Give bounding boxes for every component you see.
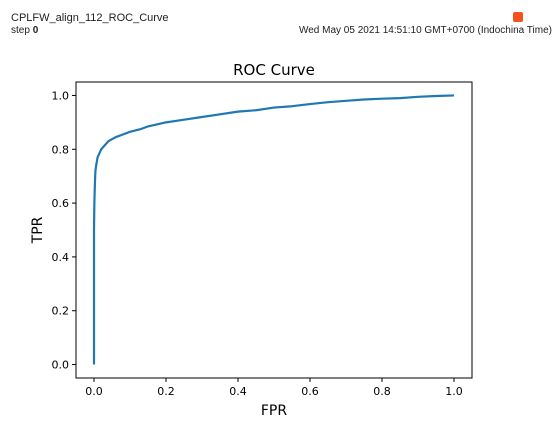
x-tick-label: 0.0 bbox=[85, 385, 103, 398]
x-tick-label: 0.4 bbox=[229, 385, 247, 398]
x-tick-label: 0.8 bbox=[373, 385, 391, 398]
run-title: CPLFW_align_112_ROC_Curve bbox=[11, 12, 169, 24]
y-tick-label: 1.0 bbox=[52, 89, 70, 102]
y-tick-label: 0.6 bbox=[52, 197, 70, 210]
y-tick-label: 0.4 bbox=[52, 251, 70, 264]
step-value: 0 bbox=[32, 25, 39, 36]
x-axis-label: FPR bbox=[261, 403, 287, 419]
pin-icon[interactable] bbox=[513, 12, 523, 22]
chart-title: ROC Curve bbox=[233, 61, 315, 79]
timestamp: Wed May 05 2021 14:51:10 GMT+0700 (Indoc… bbox=[298, 25, 552, 36]
step-line: step 0 bbox=[11, 25, 38, 36]
x-axis-ticks: 0.0 0.2 0.4 0.6 0.8 1.0 bbox=[85, 378, 463, 398]
x-tick-label: 1.0 bbox=[445, 385, 463, 398]
y-axis-ticks: 0.0 0.2 0.4 0.6 0.8 1.0 bbox=[52, 89, 76, 372]
roc-curve-line bbox=[92, 94, 455, 365]
roc-chart: ROC Curve 0.0 0.2 0.4 0.6 0.8 1.0 0.00.20.40.… bbox=[30, 61, 473, 419]
step-label: step bbox=[11, 25, 30, 36]
x-tick-label: 0.6 bbox=[301, 385, 319, 398]
y-tick-label: 0.8 bbox=[52, 143, 70, 156]
y-axis-label: TPR bbox=[30, 216, 46, 244]
x-tick-label: 0.2 bbox=[157, 385, 175, 398]
plot-frame bbox=[75, 81, 473, 379]
y-tick-label: 0.2 bbox=[52, 305, 70, 318]
y-tick-label: 0.0 bbox=[52, 359, 70, 372]
card-header: CPLFW_align_112_ROC_Curve step 0 Wed May… bbox=[0, 0, 558, 48]
